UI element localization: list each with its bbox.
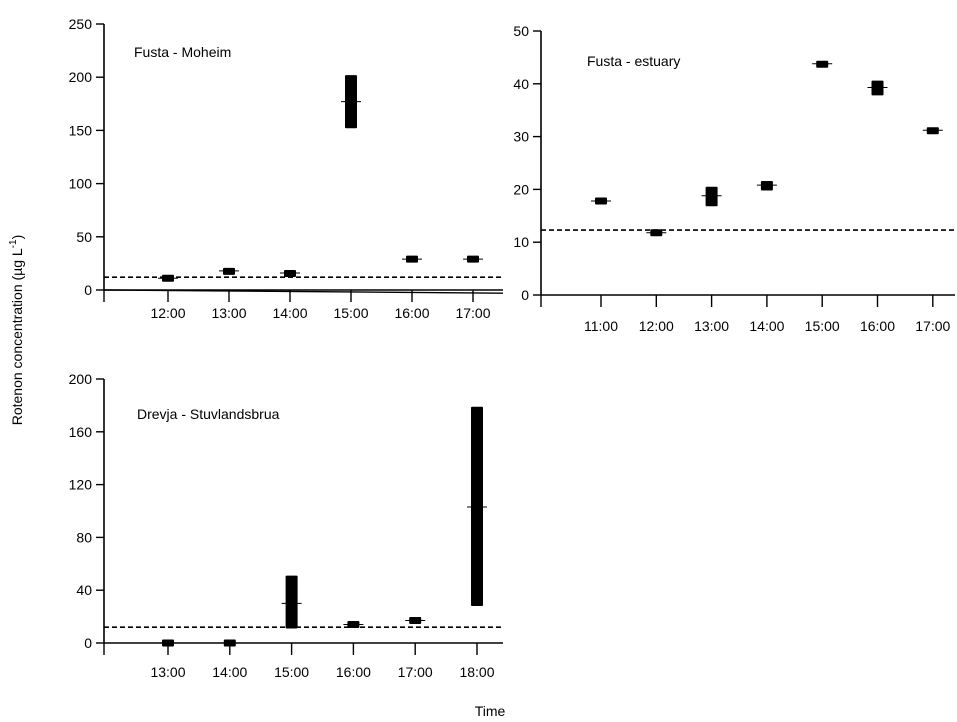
y-tick-label: 250 <box>69 16 93 32</box>
y-axis-label: Rotenon concentration (µg L-1) <box>8 235 25 426</box>
y-tick-label: 100 <box>69 176 93 192</box>
y-tick-label: 0 <box>84 282 92 298</box>
x-tick-label: 18:00 <box>459 664 494 680</box>
panel-fusta-moheim: 0 50 100 150 200 250 12:00 13:00 14:00 15:00 16:00… <box>69 16 504 321</box>
panel-drevja-stuvlandsbrua: 0 40 80 120 160 200 13:00 14:00 15:00 16:00 17:00 1… <box>69 371 503 680</box>
x-tick-label: 17:00 <box>915 318 950 334</box>
y-tick-label: 30 <box>513 129 529 145</box>
data-range-bar <box>926 127 939 135</box>
y-axis-label-main: Rotenon concentration (µg L <box>9 248 25 425</box>
x-tick-label: 15:00 <box>333 305 368 321</box>
data-range-bar <box>705 186 718 207</box>
x-tick-label: 17:00 <box>398 664 433 680</box>
x-tick-label: 17:00 <box>455 305 490 321</box>
y-tick-label: 200 <box>69 371 93 387</box>
y-tick-label: 0 <box>84 635 92 651</box>
baseline-line <box>103 289 504 294</box>
y-tick-label: 50 <box>76 229 92 245</box>
data-range-bar <box>816 60 829 68</box>
x-tick-label: 15:00 <box>805 318 840 334</box>
data-range-bar <box>871 80 884 96</box>
x-tick-label: 13:00 <box>150 664 185 680</box>
y-tick-label: 150 <box>69 122 93 138</box>
y-tick-label: 200 <box>69 69 93 85</box>
x-tick-label: 13:00 <box>694 318 729 334</box>
data-range-bar <box>284 270 296 278</box>
x-tick-label: 15:00 <box>274 664 309 680</box>
x-axis-label: Time <box>475 703 506 717</box>
x-tick-label: 14:00 <box>272 305 307 321</box>
x-tick-label: 14:00 <box>212 664 247 680</box>
y-tick-label: 160 <box>69 424 93 440</box>
y-tick-label: 40 <box>76 582 92 598</box>
data-range-bar <box>471 406 483 607</box>
y-axis-label-superscript: -1 <box>8 239 19 248</box>
data-range-bar <box>760 180 773 191</box>
panel-title: Fusta - estuary <box>587 53 680 69</box>
panel-fusta-estuary: 0 10 20 30 40 50 11:00 12:00 13:00 14:00 15:00 16:0… <box>513 23 955 334</box>
x-tick-label: 12:00 <box>150 305 185 321</box>
y-tick-label: 40 <box>513 76 529 92</box>
x-tick-label: 14:00 <box>749 318 784 334</box>
x-tick-label: 16:00 <box>860 318 895 334</box>
data-range-bar <box>223 267 235 275</box>
panel-title: Fusta - Moheim <box>134 44 231 60</box>
x-tick-label: 12:00 <box>639 318 674 334</box>
y-tick-label: 50 <box>513 23 529 39</box>
x-tick-label: 13:00 <box>211 305 246 321</box>
x-tick-label: 16:00 <box>336 664 371 680</box>
y-tick-label: 10 <box>513 234 529 250</box>
panel-title: Drevja - Stuvlandsbrua <box>137 406 280 422</box>
data-range-bar <box>285 575 298 629</box>
y-axis-label-close: ) <box>9 235 25 240</box>
y-tick-label: 0 <box>521 287 529 303</box>
x-tick-label: 16:00 <box>394 305 429 321</box>
y-tick-label: 20 <box>513 181 529 197</box>
y-tick-label: 80 <box>76 529 92 545</box>
x-tick-label: 11:00 <box>584 318 618 334</box>
y-tick-label: 120 <box>69 477 93 493</box>
